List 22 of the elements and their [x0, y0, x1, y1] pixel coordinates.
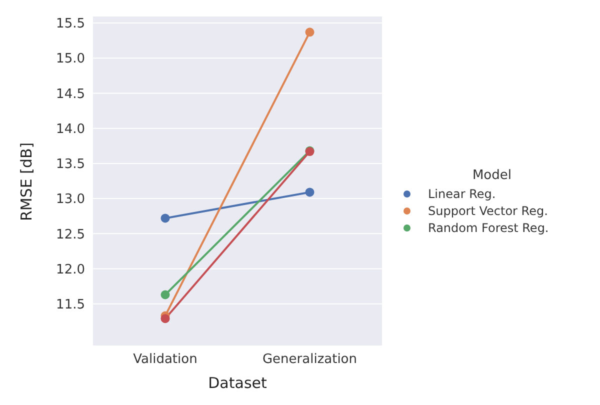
point — [160, 214, 170, 223]
legend-label: Random Forest Reg. — [428, 221, 549, 235]
y-tick-label: 14.5 — [56, 86, 85, 102]
legend-label: Support Vector Reg. — [428, 204, 548, 218]
y-tick-label: 12.5 — [56, 227, 85, 242]
y-tick-label: 15.5 — [56, 16, 85, 32]
point — [160, 290, 170, 300]
y-tick-label: 14.0 — [56, 122, 85, 137]
point — [305, 28, 314, 37]
x-tick-label: Generalization — [262, 352, 358, 368]
y-tick-label: 13.0 — [56, 192, 85, 208]
y-tick-label: 15.0 — [56, 52, 85, 67]
legend-title: Model — [471, 168, 513, 183]
x-axis-title: Dataset — [208, 374, 267, 392]
y-axis-title: RMSE [dB] — [17, 142, 36, 221]
y-tick-label: 12.0 — [56, 262, 85, 278]
x-tick-label: Validation — [133, 352, 198, 368]
y-tick-label: 11.5 — [56, 297, 85, 312]
point — [160, 314, 170, 324]
point — [305, 188, 314, 197]
legend-label: Linear Reg. — [428, 187, 496, 201]
y-tick-label: 13.5 — [56, 157, 85, 172]
